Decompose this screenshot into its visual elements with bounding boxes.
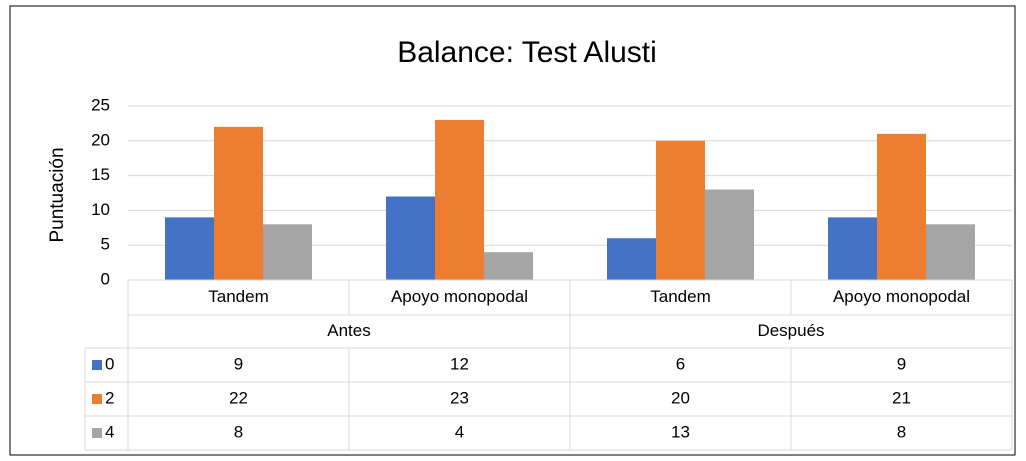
table-value: 20 [671,388,690,407]
table-value: 9 [897,354,906,373]
bar [484,252,533,280]
table-value: 4 [455,422,464,441]
table-value: 12 [450,354,469,373]
bar [214,126,263,280]
bar [263,224,312,280]
table-value: 6 [676,354,685,373]
table-value: 22 [229,388,248,407]
bar [656,140,705,280]
table-value: 9 [234,354,243,373]
legend-label: 2 [105,388,114,407]
bar [828,217,877,280]
bar [435,119,484,280]
bar [705,189,754,280]
y-tick-label: 10 [91,200,110,219]
category-group-label: Antes [327,321,370,340]
table-value: 8 [897,422,906,441]
y-tick-label: 15 [91,165,110,184]
y-tick-label: 25 [91,95,110,114]
bar [607,238,656,280]
y-axis-label: Puntuación [47,147,68,242]
chart-title: Balance: Test Alusti [397,36,657,69]
legend-label: 0 [105,354,114,373]
bar [165,217,214,280]
x-tick-label: Apoyo monopodal [833,287,970,306]
category-group-label: Después [757,321,824,340]
y-tick-label: 5 [101,235,110,254]
table-value: 13 [671,422,690,441]
bar [877,133,926,280]
y-tick-label: 0 [101,269,110,288]
x-tick-label: Apoyo monopodal [391,287,528,306]
y-tick-label: 20 [91,130,110,149]
bar [386,196,435,280]
x-tick-label: Tandem [650,287,710,306]
table-value: 21 [892,388,911,407]
table-value: 23 [450,388,469,407]
x-tick-label: Tandem [208,287,268,306]
legend-label: 4 [105,422,114,441]
table-value: 8 [234,422,243,441]
legend-key [92,360,102,370]
bar [926,224,975,280]
legend-key [92,394,102,404]
legend-key [92,428,102,438]
